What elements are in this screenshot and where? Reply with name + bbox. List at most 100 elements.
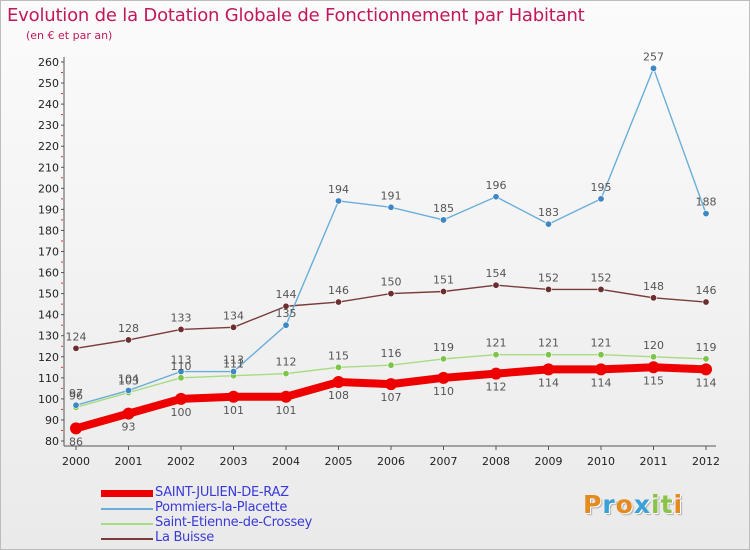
logo-letter: P <box>583 490 603 519</box>
data-label: 148 <box>643 280 664 293</box>
data-point <box>175 392 187 405</box>
data-point <box>439 355 447 363</box>
data-label: 144 <box>276 288 297 301</box>
x-tick-label: 2001 <box>115 455 143 468</box>
data-label: 257 <box>643 50 664 63</box>
data-point <box>702 355 710 363</box>
x-tick-label: 2005 <box>325 455 353 468</box>
x-tick-label: 2004 <box>272 455 300 468</box>
data-label: 114 <box>538 376 559 389</box>
data-point <box>542 363 555 376</box>
data-label: 101 <box>223 404 244 417</box>
legend-swatch <box>101 508 153 510</box>
data-label: 194 <box>328 183 349 196</box>
y-tick-label: 240 <box>38 98 59 111</box>
data-label: 152 <box>591 271 612 284</box>
x-tick-label: 2008 <box>482 455 510 468</box>
data-point <box>230 368 238 376</box>
data-label: 120 <box>643 339 664 352</box>
logo-letter: o <box>615 490 634 519</box>
data-point <box>385 378 397 391</box>
data-label: 114 <box>696 376 717 389</box>
data-label: 133 <box>171 311 192 324</box>
data-point <box>230 323 238 331</box>
y-tick-label: 250 <box>38 77 59 90</box>
y-tick-label: 200 <box>38 182 59 195</box>
data-point <box>334 298 342 306</box>
x-tick-label: 2009 <box>535 455 563 468</box>
data-label: 183 <box>538 206 559 219</box>
data-point <box>439 216 447 224</box>
y-tick-label: 210 <box>38 161 59 174</box>
data-label: 103 <box>118 375 139 388</box>
data-label: 119 <box>696 341 717 354</box>
data-label: 185 <box>433 202 454 215</box>
data-label: 121 <box>591 337 612 350</box>
data-point <box>72 401 80 409</box>
x-tick-label: 2006 <box>377 455 405 468</box>
data-point <box>702 298 710 306</box>
logo-letter: x <box>633 490 651 519</box>
data-label: 135 <box>276 307 297 320</box>
y-tick-label: 160 <box>38 267 59 280</box>
data-label: 101 <box>276 404 297 417</box>
data-label: 111 <box>223 358 244 371</box>
legend-label: Saint-Etienne-de-Crossey <box>155 515 313 530</box>
data-label: 152 <box>538 271 559 284</box>
data-label: 113 <box>223 354 244 367</box>
x-tick-label: 2007 <box>430 455 458 468</box>
data-point <box>282 321 290 329</box>
data-label: 114 <box>591 376 612 389</box>
data-point <box>387 361 395 369</box>
data-label: 121 <box>538 337 559 350</box>
data-point <box>334 363 342 371</box>
data-label: 124 <box>66 330 87 343</box>
data-point <box>544 220 552 228</box>
data-point <box>122 407 135 420</box>
data-label: 107 <box>381 391 402 404</box>
y-tick-label: 170 <box>38 246 59 259</box>
data-point <box>177 374 185 382</box>
data-point <box>544 351 552 359</box>
data-label: 154 <box>486 267 507 280</box>
data-label: 108 <box>328 389 349 402</box>
data-point <box>597 285 605 293</box>
data-label: 113 <box>171 354 192 367</box>
data-label: 196 <box>486 179 507 192</box>
data-point <box>125 386 133 394</box>
data-point <box>649 294 657 302</box>
data-label: 110 <box>433 385 454 398</box>
data-point <box>439 288 447 296</box>
data-point <box>647 361 660 374</box>
y-tick-label: 230 <box>38 119 59 132</box>
data-label: 146 <box>696 284 717 297</box>
data-point <box>700 363 712 376</box>
y-tick-label: 190 <box>38 203 59 216</box>
data-label: 116 <box>381 347 402 360</box>
legend-label: Pommiers-la-Placette <box>155 500 288 515</box>
x-tick-label: 2000 <box>62 455 90 468</box>
data-point <box>282 302 290 310</box>
data-point <box>649 64 657 72</box>
proxiti-logo: Proxiti <box>583 490 683 519</box>
data-label: 146 <box>328 284 349 297</box>
data-label: 134 <box>223 309 244 322</box>
y-tick-label: 150 <box>38 288 59 301</box>
data-point <box>597 195 605 203</box>
logo-letter: r <box>602 490 616 519</box>
x-tick-label: 2011 <box>640 455 668 468</box>
data-label: 121 <box>486 337 507 350</box>
legend-swatch <box>101 490 153 497</box>
data-point <box>649 353 657 361</box>
data-label: 188 <box>696 196 717 209</box>
logo-letter: i <box>651 490 661 519</box>
y-tick-label: 220 <box>38 140 59 153</box>
y-tick-label: 120 <box>38 351 59 364</box>
data-point <box>177 325 185 333</box>
data-point <box>70 422 82 435</box>
y-tick-label: 80 <box>45 435 59 448</box>
data-label: 112 <box>276 356 297 369</box>
data-label: 195 <box>591 181 612 194</box>
data-label: 115 <box>643 374 664 387</box>
